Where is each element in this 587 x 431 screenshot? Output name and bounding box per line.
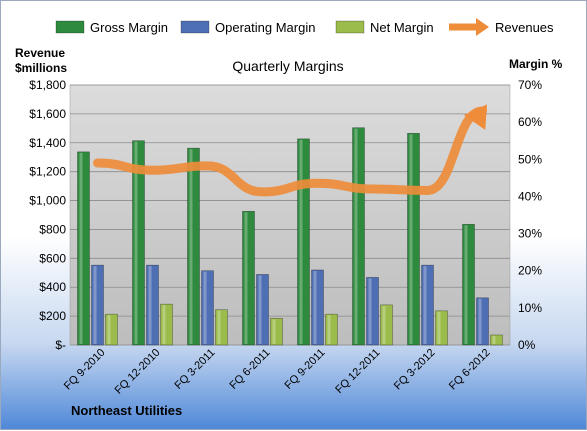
- right-axis-label: Margin %: [509, 57, 563, 71]
- bar-net-margin: [380, 304, 393, 346]
- right-tick-label: 70%: [518, 78, 542, 92]
- bar-highlight: [148, 266, 152, 344]
- legend-swatch-operating-margin: [180, 20, 210, 34]
- left-tick-label: $200: [39, 309, 66, 323]
- category-label: FQ 12-2010: [113, 347, 163, 397]
- category-label: FQ 6-2011: [228, 347, 273, 392]
- legend-label: Revenues: [495, 20, 554, 35]
- bar-operating-margin: [311, 269, 324, 346]
- legend-arrowhead: [476, 18, 489, 36]
- bar-highlight: [423, 266, 427, 344]
- company-name: Northeast Utilities: [71, 403, 182, 418]
- bar-gross-margin: [187, 147, 200, 346]
- bar-highlight: [134, 141, 138, 344]
- bar-gross-margin: [132, 140, 145, 346]
- bar-highlight: [354, 128, 358, 344]
- revenues-arrowhead: [463, 104, 488, 130]
- bar-highlight: [368, 278, 372, 344]
- right-tick-label: 40%: [518, 189, 542, 203]
- bar-net-margin: [270, 317, 283, 346]
- bar-operating-margin: [476, 297, 489, 346]
- bar-net-margin: [105, 313, 118, 346]
- left-tick-label: $-: [55, 338, 66, 352]
- bar-highlight: [409, 134, 413, 344]
- bar-operating-margin: [256, 274, 269, 346]
- bar-operating-margin: [146, 264, 159, 346]
- left-tick-label: $1,600: [29, 107, 66, 121]
- bar-highlight: [437, 311, 441, 344]
- category-label: FQ 3-2012: [392, 347, 438, 393]
- bar-highlight: [244, 212, 248, 344]
- category-label: FQ 6-2012: [447, 347, 493, 393]
- right-tick-label: 50%: [518, 152, 542, 166]
- bar-net-margin: [325, 313, 338, 346]
- bar-highlight: [492, 335, 496, 344]
- category-label: FQ 12-2011: [333, 347, 382, 396]
- bar-highlight: [464, 225, 468, 344]
- bar-gross-margin: [77, 151, 90, 346]
- right-tick-label: 60%: [518, 115, 542, 129]
- left-tick-label: $600: [39, 251, 66, 265]
- left-tick-label: $800: [39, 222, 66, 236]
- bar-net-margin: [490, 334, 503, 346]
- bar-gross-margin: [352, 127, 365, 346]
- legend-swatch-gross-margin: [55, 20, 85, 34]
- left-axis-label-line1: Revenue: [15, 46, 65, 60]
- right-tick-label: 30%: [518, 227, 542, 241]
- bar-highlight: [382, 305, 386, 344]
- right-tick-label: 0%: [518, 338, 536, 352]
- bar-net-margin: [435, 310, 448, 346]
- bar-highlight: [162, 305, 166, 344]
- left-tick-label: $1,800: [29, 78, 66, 92]
- left-tick-label: $1,200: [29, 165, 66, 179]
- legend-label: Gross Margin: [90, 20, 168, 35]
- bar-highlight: [327, 315, 331, 344]
- chart-title: Quarterly Margins: [232, 58, 343, 74]
- revenues-line: [93, 106, 487, 197]
- bar-operating-margin: [421, 264, 434, 346]
- bar-highlight: [79, 152, 83, 344]
- bar-operating-margin: [201, 270, 214, 346]
- bar-highlight: [272, 319, 276, 344]
- bar-gross-margin: [407, 132, 420, 346]
- right-tick-label: 20%: [518, 264, 542, 278]
- bar-highlight: [93, 266, 97, 344]
- bar-highlight: [258, 275, 262, 344]
- left-tick-label: $1,000: [29, 194, 66, 208]
- legend-label: Operating Margin: [215, 20, 315, 35]
- bar-gross-margin: [462, 223, 475, 346]
- category-label: FQ 3-2011: [173, 347, 218, 392]
- bar-highlight: [299, 139, 303, 344]
- bar-net-margin: [160, 303, 173, 346]
- bar-highlight: [203, 271, 207, 344]
- left-tick-label: $1,400: [29, 136, 66, 150]
- bar-highlight: [478, 298, 482, 344]
- legend-swatch-net-margin: [335, 20, 365, 34]
- bar-highlight: [313, 270, 317, 344]
- bar-highlight: [107, 315, 111, 344]
- left-tick-label: $400: [39, 280, 66, 294]
- bar-highlight: [217, 310, 221, 344]
- bar-gross-margin: [297, 138, 310, 346]
- category-label: FQ 9-2010: [62, 347, 108, 393]
- bar-operating-margin: [366, 277, 379, 346]
- legend-label: Net Margin: [370, 20, 434, 35]
- bar-net-margin: [215, 309, 228, 346]
- bar-highlight: [189, 149, 193, 344]
- left-axis-label-line2: $millions: [15, 61, 67, 75]
- right-tick-label: 10%: [518, 301, 542, 315]
- category-label: FQ 9-2011: [283, 347, 328, 392]
- bar-operating-margin: [91, 264, 104, 346]
- bar-gross-margin: [242, 210, 255, 346]
